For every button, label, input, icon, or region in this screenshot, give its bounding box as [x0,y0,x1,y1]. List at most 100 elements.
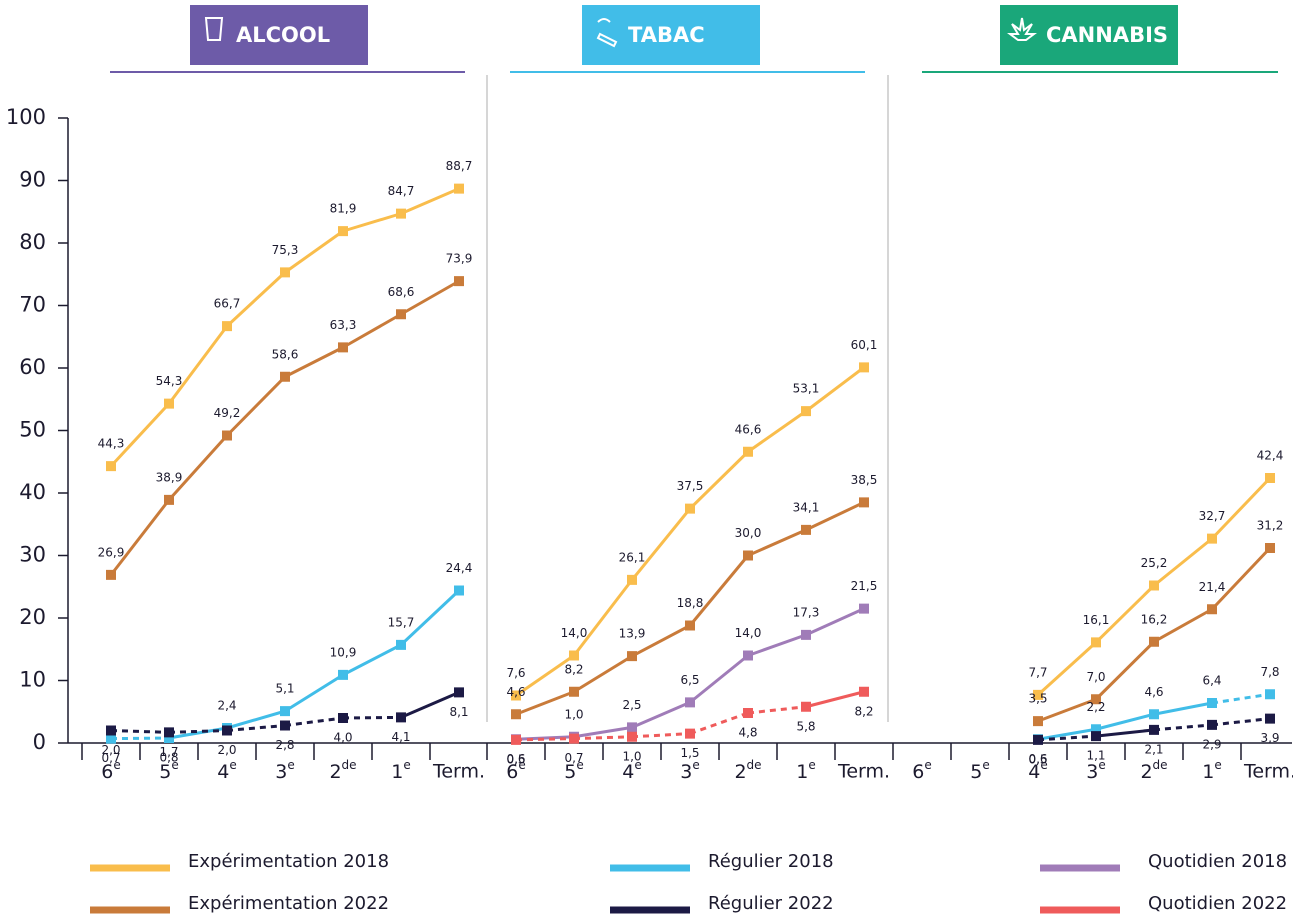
line-segment [1153,701,1213,716]
value-label: 0,5 [1028,752,1047,766]
marker [280,720,290,731]
line-segment [631,700,691,729]
category-number: 6 [506,761,518,783]
line-segment [1037,727,1097,741]
marker [1033,689,1043,700]
y-tick-label: 30 [19,543,46,567]
category-suffix: de [1153,758,1168,772]
marker [338,226,348,237]
value-label: 0,7 [564,751,583,765]
line-segment [225,375,287,437]
value-label: 7,6 [506,666,525,680]
line-segment [1153,607,1213,644]
line-segment [342,212,402,233]
line-segment [805,501,865,532]
category-number: 5 [564,761,576,783]
y-tick-label: 90 [19,168,46,192]
marker [627,731,637,742]
value-label: 8,2 [854,704,873,718]
marker [1207,698,1217,708]
line-segment [689,654,749,704]
value-label: 15,7 [388,615,415,629]
category-suffix: e [1040,758,1047,772]
marker [106,461,116,472]
line-segment [284,716,344,727]
marker [743,708,753,718]
x-tick-label: 2de [1140,758,1167,783]
line-segment [631,624,691,658]
marker [164,733,174,743]
marker [685,728,695,739]
legend-label: Régulier 2022 [708,893,834,914]
x-tick-label: 5e [159,758,178,783]
marker [396,208,406,219]
value-label: 1,0 [622,749,641,763]
marker [280,371,290,382]
value-label: 60,1 [851,338,878,352]
x-tick-label: 6e [912,758,931,783]
category-number: 2 [1140,761,1152,783]
category-suffix: e [1214,758,1221,772]
value-label: 42,4 [1257,449,1284,463]
legend-label: Quotidien 2022 [1148,893,1287,914]
value-label: 0,6 [506,752,525,766]
line-segment [630,507,692,581]
marker [511,690,521,701]
category-number: 3 [275,761,287,783]
x-tick-label: 5e [564,758,583,783]
line-segment [168,729,228,734]
line-segment [1153,537,1213,587]
marker [396,712,406,723]
panel-header [582,5,760,65]
value-label: 2,8 [275,738,294,752]
value-label: 38,9 [156,470,183,484]
line-segment [573,725,633,739]
x-tick-label: 6e [506,758,525,783]
marker [859,603,869,614]
value-label: 49,2 [214,406,241,420]
line-segment [572,578,634,657]
line-segment [515,654,575,697]
panel-title: CANNABIS [1046,23,1168,47]
category-number: 5 [970,761,982,783]
marker [1091,694,1101,705]
category-number: 2 [329,761,341,783]
y-tick-label: 0 [33,730,46,754]
marker [454,276,464,287]
panel-title: TABAC [628,23,705,47]
value-label: 14,0 [561,626,588,640]
marker [1265,689,1275,700]
marker [1265,473,1275,483]
marker [454,687,464,698]
value-label: 8,2 [564,662,583,676]
y-tick-label: 80 [19,230,46,254]
value-label: 8,1 [449,705,468,719]
value-label: 2,9 [1202,737,1221,751]
category-suffix: e [808,758,815,772]
x-tick-label: 2de [329,758,356,783]
line-segment [1153,723,1213,732]
value-label: 10,9 [330,645,357,659]
panel-title: ALCOOL [236,23,330,47]
line-segment [805,366,865,413]
line-segment [1095,728,1155,738]
line-segment [515,690,575,716]
marker [627,722,637,733]
value-label: 2,0 [217,743,236,757]
marker [338,713,348,723]
line-segment [1094,584,1156,644]
marker [1207,604,1217,615]
value-label: 5,1 [275,682,294,696]
value-label: 21,4 [1199,580,1226,594]
y-tick-label: 50 [19,418,46,442]
marker [685,620,695,631]
value-label: 1,5 [680,746,699,760]
line-segment [399,589,461,646]
header-icon [204,17,224,41]
value-label: 3,9 [1260,731,1279,745]
line-segment [284,346,344,379]
y-tick-label: 100 [6,105,46,129]
line-segment [226,709,286,730]
marker [569,650,579,661]
